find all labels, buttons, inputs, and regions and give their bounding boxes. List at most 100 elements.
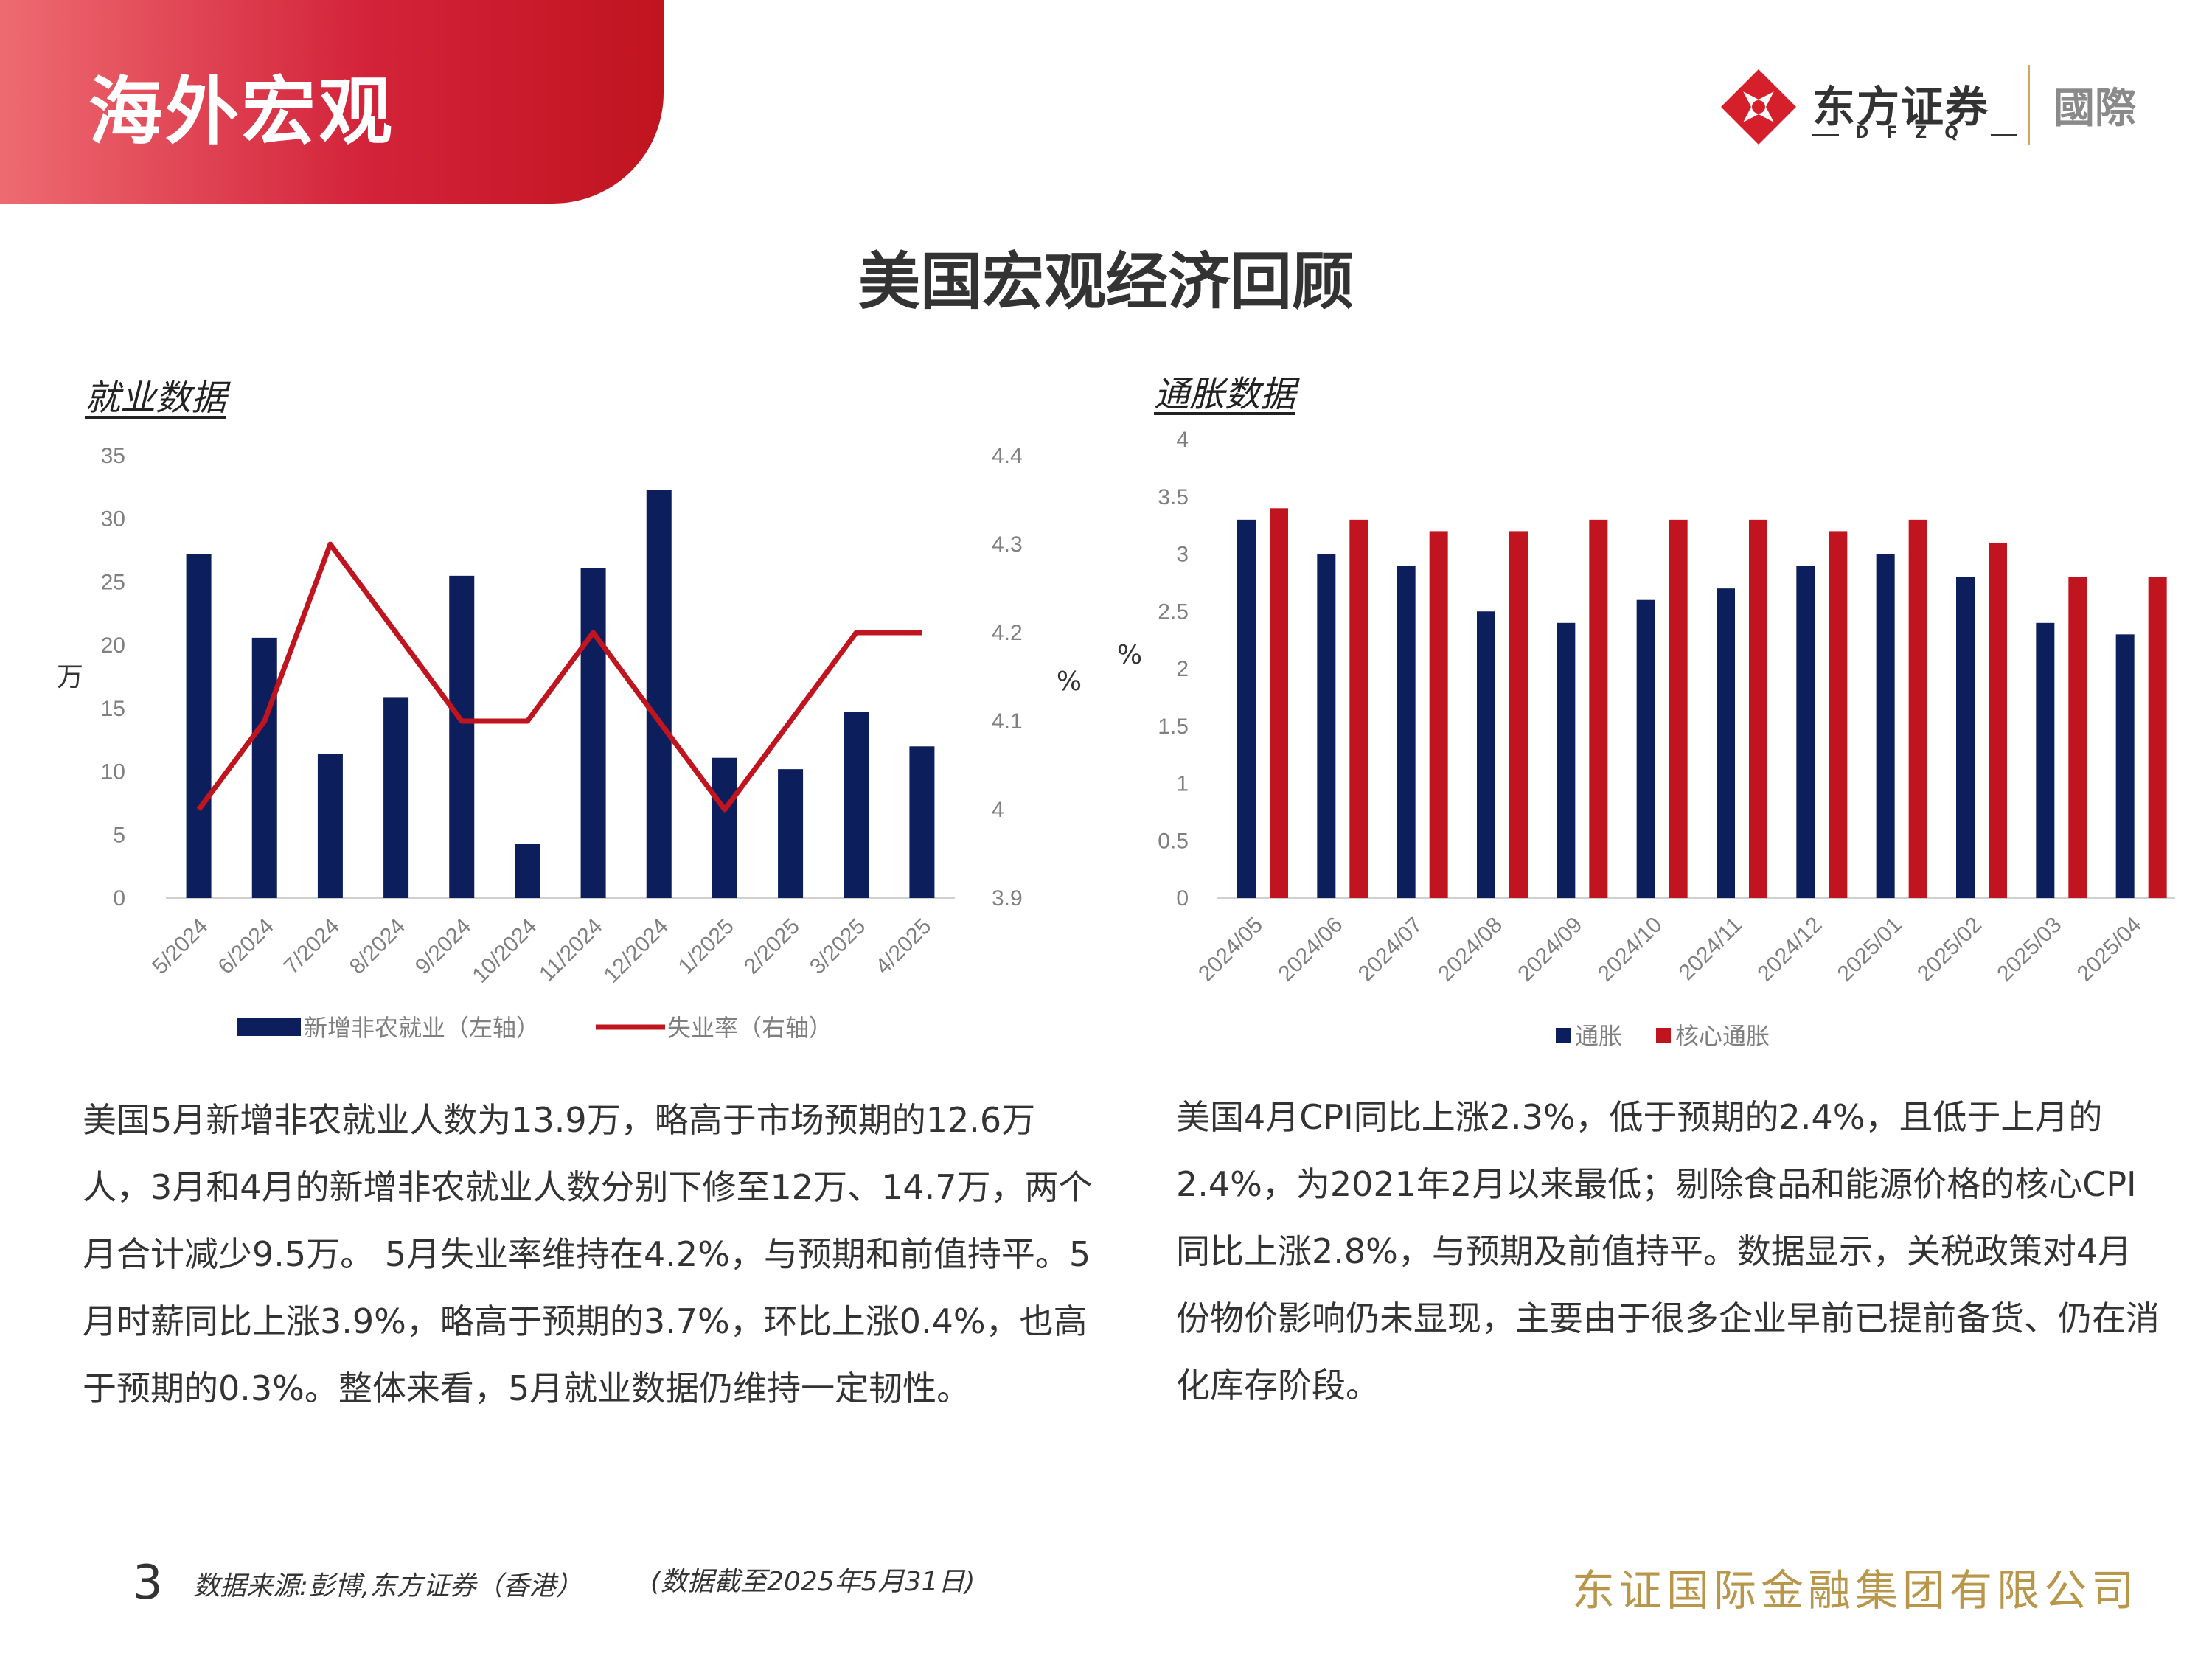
payroll-bar	[778, 769, 804, 898]
right-y-tick-label: 4.4	[992, 444, 1023, 468]
x-tick-label: 2024/11	[1674, 913, 1747, 985]
data-date-note: (数据截至2025年5月31日)	[650, 1567, 975, 1597]
x-tick-label: 2024/07	[1354, 913, 1427, 987]
x-tick-label: 2024/06	[1273, 913, 1347, 987]
x-tick-label: 2025/02	[1913, 913, 1986, 987]
core-cpi-bar	[1429, 531, 1448, 898]
cpi-bar	[1397, 566, 1416, 898]
employment-description: 美国5月新增非农就业人数为13.9万，略高于市场预期的12.6万人，3月和4月的…	[83, 1100, 1093, 1408]
company-name: 东证国际金融集团有限公司	[1571, 1565, 2138, 1615]
right-y-tick-label: 4.1	[992, 709, 1023, 734]
y-tick-label: 1	[1176, 772, 1189, 796]
inflation-description: 美国4月CPI同比上涨2.3%，低于预期的2.4%，且低于上月的2.4%，为20…	[1176, 1097, 2160, 1405]
x-tick-label: 2024/09	[1513, 913, 1587, 987]
core-cpi-bar	[1270, 508, 1288, 898]
payroll-bar	[712, 757, 737, 898]
inflation-chart: 00.511.522.533.54%2024/05 2024/06 2024/07 2…	[1117, 428, 2175, 1050]
y-axis-unit: %	[1117, 640, 1142, 670]
left-y-axis-unit: 万	[57, 662, 83, 692]
core-cpi-bar	[1908, 519, 1927, 898]
y-tick-label: 2.5	[1158, 599, 1189, 624]
x-tick-label: 11/2024	[535, 914, 607, 987]
y-tick-label: 0	[1176, 886, 1189, 911]
core-cpi-bar	[1829, 531, 1848, 898]
cpi-bar	[1796, 566, 1815, 898]
left-y-tick-label: 35	[101, 444, 125, 468]
cpi-bar	[1557, 622, 1576, 898]
logo-rule-right	[1991, 134, 2017, 136]
y-tick-label: 4	[1176, 428, 1189, 452]
x-tick-label: 2/2025	[740, 914, 804, 979]
right-y-axis-unit: %	[1057, 667, 1082, 697]
x-tick-label: 9/2024	[411, 914, 476, 979]
core-cpi-bar	[1589, 519, 1608, 898]
x-tick-label: 6/2024	[213, 914, 278, 979]
right-y-tick-label: 4	[992, 798, 1004, 822]
core-cpi-bar	[1749, 519, 1767, 898]
company-logo: 东方证券 DFZQ 國際	[1718, 60, 2160, 156]
core-cpi-bar	[2148, 577, 2167, 898]
left-y-tick-label: 10	[101, 760, 125, 785]
payroll-bar	[383, 697, 409, 898]
core-cpi-bar	[2068, 577, 2087, 898]
legend-core-cpi-label: 核心通胀	[1675, 1022, 1770, 1050]
x-tick-label: 10/2024	[467, 914, 541, 988]
x-tick-label: 2024/12	[1753, 913, 1826, 987]
payroll-bar	[909, 746, 935, 898]
x-tick-label: 2024/05	[1194, 913, 1267, 987]
x-tick-label: 12/2024	[599, 914, 673, 988]
logo-divider	[2028, 65, 2030, 145]
logo-english-abbr: DFZQ	[1855, 124, 1976, 142]
y-tick-label: 1.5	[1158, 714, 1189, 739]
x-tick-label: 8/2024	[345, 914, 410, 979]
legend-line-label: 失业率（右轴）	[667, 1014, 832, 1042]
x-tick-label: 5/2024	[147, 914, 212, 979]
cpi-bar	[1717, 588, 1735, 898]
legend-bar-swatch	[237, 1018, 301, 1036]
logo-mark-icon	[1721, 69, 1796, 145]
legend-cpi-swatch	[1556, 1028, 1571, 1043]
cpi-bar	[1956, 577, 1975, 898]
cpi-bar	[1636, 599, 1655, 898]
employment-chart: 0 5 10 15 20 25 30 35 3.9 4 4.1 4.2 4.3 4.4 万 % 5/2024 6/…	[57, 444, 1082, 1042]
cpi-bar	[1876, 554, 1895, 898]
x-tick-label: 2025/01	[1833, 913, 1907, 987]
x-tick-label: 2024/08	[1433, 913, 1507, 987]
x-tick-label: 1/2025	[674, 914, 739, 979]
page-title: 美国宏观经济回顾	[858, 246, 1354, 318]
header-banner: 海外宏观	[0, 0, 664, 204]
payroll-bar	[449, 575, 475, 898]
left-y-tick-label: 15	[101, 697, 125, 721]
core-cpi-bar	[1989, 542, 2007, 898]
cpi-bar	[1237, 519, 1256, 898]
y-tick-label: 2	[1176, 657, 1189, 681]
payroll-bar	[844, 712, 869, 898]
x-tick-label: 4/2025	[871, 914, 936, 979]
page-number: 3	[133, 1556, 163, 1610]
x-tick-label: 2024/10	[1593, 913, 1667, 987]
right-y-tick-label: 3.9	[992, 886, 1023, 911]
payroll-bar	[515, 844, 540, 898]
cpi-bar	[2115, 634, 2135, 898]
core-cpi-bar	[1669, 519, 1688, 898]
logo-rule-left	[1812, 134, 1839, 136]
cpi-bar	[1317, 554, 1336, 898]
data-source: 数据来源:彭博,东方证券（香港）	[193, 1571, 582, 1601]
left-y-tick-label: 5	[113, 823, 125, 847]
legend-core-cpi-swatch	[1656, 1028, 1671, 1043]
y-tick-label: 3	[1176, 543, 1189, 567]
x-tick-label: 7/2024	[279, 914, 344, 979]
x-tick-label: 2025/03	[1992, 913, 2066, 987]
banner-title: 海外宏观	[88, 69, 395, 155]
left-y-tick-label: 25	[101, 570, 125, 594]
inflation-section-title: 通胀数据	[1154, 374, 1296, 415]
right-y-tick-label: 4.3	[992, 532, 1023, 557]
employment-section-title: 就业数据	[85, 378, 227, 419]
legend-cpi-label: 通胀	[1575, 1022, 1622, 1050]
logo-intl-text: 國際	[2053, 85, 2136, 133]
left-y-tick-label: 20	[101, 633, 125, 658]
x-tick-label: 2025/04	[2073, 913, 2146, 987]
right-y-tick-label: 4.2	[992, 621, 1023, 645]
payroll-bar	[317, 754, 343, 898]
left-y-tick-label: 30	[101, 507, 125, 532]
